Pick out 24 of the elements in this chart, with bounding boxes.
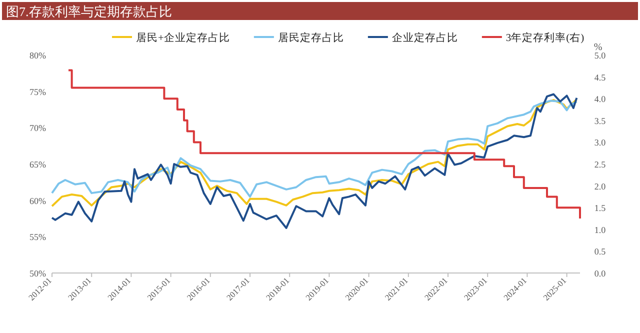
y-tick-label: 50% xyxy=(30,268,46,278)
y2-tick-label: 3.5 xyxy=(594,116,606,126)
legend-label: 居民+企业定存占比 xyxy=(136,31,230,44)
y2-tick-label: 0.0 xyxy=(594,268,606,278)
y2-axis-title: % xyxy=(594,42,602,53)
y-tick-label: 65% xyxy=(30,160,46,170)
legend-label: 居民定存占比 xyxy=(278,31,344,44)
y-tick-label: 75% xyxy=(30,86,46,97)
y-tick-label: 55% xyxy=(30,232,46,242)
y2-tick-label: 2.5 xyxy=(594,160,606,170)
y-tick-label: 80% xyxy=(30,50,46,60)
y2-tick-label: 0.5 xyxy=(594,246,606,257)
y-tick-label: 60% xyxy=(30,196,46,206)
y2-tick-label: 1.5 xyxy=(594,203,606,214)
legend-label: 3年定存利率(右) xyxy=(506,31,585,44)
y2-tick-label: 1.0 xyxy=(594,224,606,235)
legend-label: 企业定存占比 xyxy=(392,31,458,44)
y2-tick-label: 2.0 xyxy=(594,181,606,192)
y2-tick-label: 4.0 xyxy=(594,94,606,104)
y2-tick-label: 4.5 xyxy=(594,72,606,82)
chart-title: 图7.存款利率与定期存款占比 xyxy=(6,4,172,19)
y2-tick-label: 3.0 xyxy=(594,138,606,148)
y2-tick-label: 5.0 xyxy=(594,50,606,60)
y-tick-label: 70% xyxy=(30,123,46,134)
